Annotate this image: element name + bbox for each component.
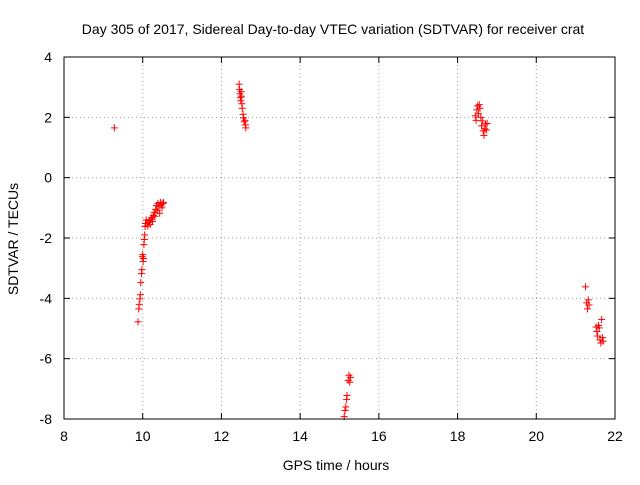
x-tick-label: 20 xyxy=(528,428,544,444)
data-point xyxy=(477,113,485,121)
data-point xyxy=(342,403,350,411)
data-point xyxy=(110,124,118,132)
data-point xyxy=(159,200,167,208)
data-point xyxy=(242,124,250,132)
y-tick-label: -6 xyxy=(40,351,53,367)
data-point xyxy=(584,296,592,304)
data-point xyxy=(595,324,603,332)
data-point xyxy=(139,251,147,259)
data-point xyxy=(156,209,164,217)
chart-title: Day 305 of 2017, Sidereal Day-to-day VTE… xyxy=(82,21,584,37)
data-point xyxy=(138,266,146,274)
data-point xyxy=(583,305,591,313)
x-tick-label: 12 xyxy=(214,428,230,444)
data-point xyxy=(141,231,149,239)
data-point xyxy=(140,255,148,263)
data-point xyxy=(240,118,248,126)
data-point xyxy=(238,92,246,100)
data-point xyxy=(149,217,157,225)
data-point xyxy=(341,407,349,415)
data-point xyxy=(594,332,602,340)
data-point xyxy=(237,97,245,105)
x-tick-label: 22 xyxy=(607,428,623,444)
data-point xyxy=(151,212,159,220)
x-tick-label: 14 xyxy=(292,428,308,444)
y-tick-label: 4 xyxy=(44,49,52,65)
y-tick-label: -8 xyxy=(40,411,53,427)
data-point xyxy=(480,131,488,139)
x-axis-label: GPS time / hours xyxy=(283,457,390,473)
y-tick-label: -4 xyxy=(40,290,53,306)
y-axis-label: SDTVAR / TECUs xyxy=(5,183,21,295)
data-point xyxy=(472,116,480,124)
data-point xyxy=(473,106,481,114)
data-point xyxy=(598,334,606,342)
plot-frame xyxy=(63,56,616,420)
data-point xyxy=(585,301,593,309)
data-point xyxy=(238,104,246,112)
x-tick-label: 18 xyxy=(450,428,466,444)
y-tick-label: -2 xyxy=(40,230,53,246)
data-point xyxy=(581,283,589,291)
data-point xyxy=(346,378,354,386)
grid xyxy=(64,57,615,419)
y-tick-label: 0 xyxy=(44,170,52,186)
x-tick-label: 8 xyxy=(60,428,68,444)
data-point xyxy=(134,318,142,326)
data-point xyxy=(136,291,144,299)
data-point xyxy=(482,126,490,134)
data-point xyxy=(475,101,483,109)
data-point xyxy=(137,279,145,287)
data-point xyxy=(474,110,482,118)
data-points xyxy=(110,80,607,421)
data-point xyxy=(593,328,601,336)
y-tick-label: 2 xyxy=(44,109,52,125)
axis-ticks: 8 10 12 14 16 18 20 22 -8 -6 -4 -2 0 2 4 xyxy=(40,49,623,444)
data-point xyxy=(160,198,168,206)
data-point xyxy=(482,120,490,128)
data-point xyxy=(476,104,484,112)
data-point xyxy=(347,373,355,381)
data-point xyxy=(343,391,351,399)
data-point xyxy=(150,208,158,216)
x-tick-label: 10 xyxy=(135,428,151,444)
data-point xyxy=(481,125,489,133)
data-point xyxy=(598,315,606,323)
data-point xyxy=(478,122,486,130)
x-tick-label: 16 xyxy=(371,428,387,444)
data-point xyxy=(483,119,491,127)
data-point xyxy=(149,211,157,219)
data-point xyxy=(478,117,486,125)
data-point xyxy=(135,300,143,308)
data-point xyxy=(152,205,160,213)
data-point xyxy=(599,337,607,345)
data-point xyxy=(158,204,166,212)
